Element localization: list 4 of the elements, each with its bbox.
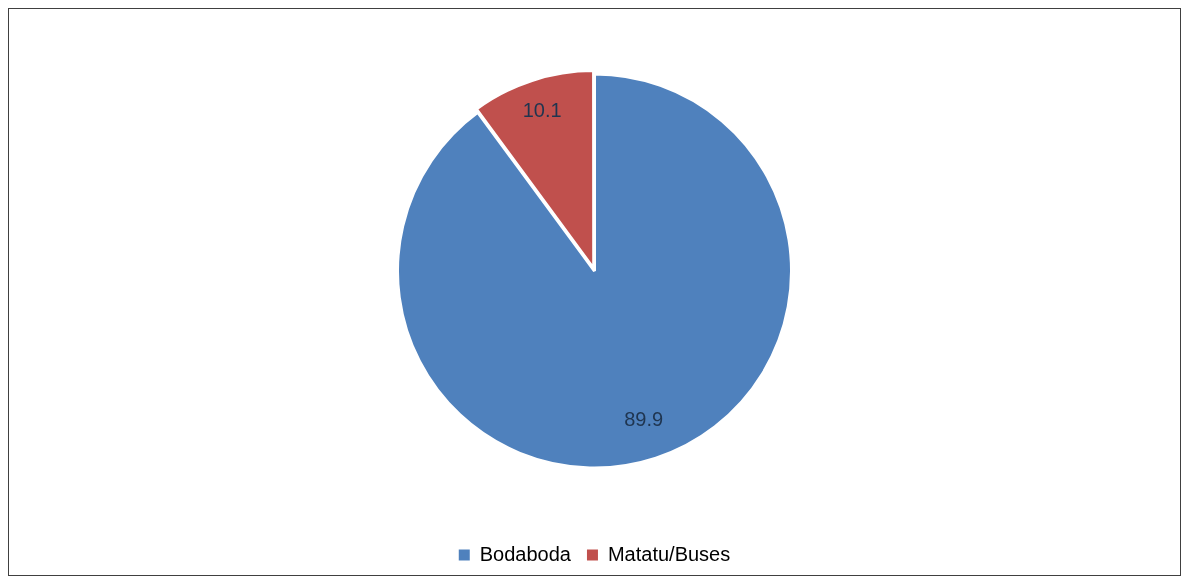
legend-label: Bodaboda [479,542,572,565]
legend-label: Matatu/Buses [607,542,731,565]
data-label: 10.1 [522,99,562,122]
data-label: 89.9 [624,408,664,431]
